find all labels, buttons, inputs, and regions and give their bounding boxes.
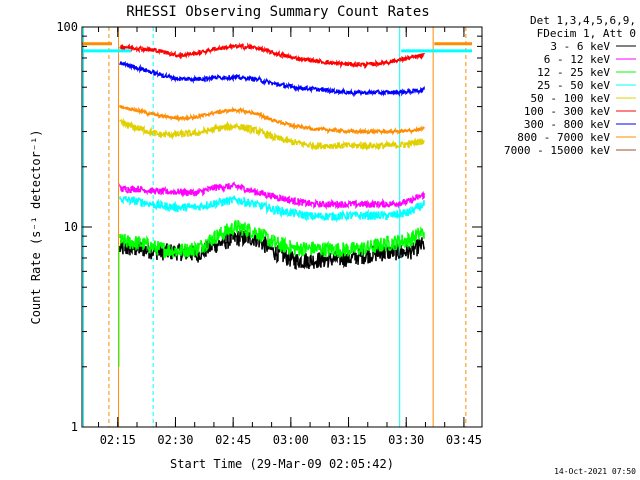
x-tick-label: 03:45: [446, 433, 482, 447]
y-axis-label: Count Rate (s⁻¹ detector⁻¹): [29, 129, 43, 324]
legend-header-line-1: Det 1,3,4,5,6,9,: [530, 14, 636, 27]
legend-label: 50 - 100 keV: [531, 92, 611, 105]
legend-label: 3 - 6 keV: [550, 40, 610, 53]
x-tick-label: 03:00: [273, 433, 309, 447]
legend-header-line-2: FDecim 1, Att 0: [537, 27, 636, 40]
legend-label: 300 - 800 keV: [524, 118, 610, 131]
chart-title: RHESSI Observing Summary Count Rates: [126, 4, 429, 20]
legend-label: 100 - 300 keV: [524, 105, 610, 118]
legend-label: 12 - 25 keV: [537, 66, 610, 79]
y-tick-label: 10: [64, 220, 78, 234]
legend: Det 1,3,4,5,6,9, FDecim 1, Att 0 3 - 6 k…: [504, 14, 636, 157]
series-trace-12-25-kev: [119, 219, 425, 259]
legend-label: 7000 - 15000 keV: [504, 144, 610, 157]
series-trace-6-12-kev: [119, 181, 425, 210]
axes: 1 10 100 02:15 02:30 02:45 03:00 03:15 03:30 03:4…: [56, 20, 483, 447]
series-trace-50-100-kev: [119, 117, 425, 151]
x-tick-label: 02:45: [215, 433, 251, 447]
y-tick-label: 100: [56, 20, 78, 34]
series-trace-300-800-kev: [119, 60, 425, 98]
legend-label: 800 - 7000 keV: [517, 131, 610, 144]
x-tick-label: 03:15: [330, 433, 366, 447]
series-trace-800-7000-kev: [119, 105, 425, 136]
plot-area: [82, 27, 472, 427]
plot-frame: [81, 26, 483, 428]
series-trace-25-50-kev: [119, 195, 425, 223]
x-tick-label: 02:30: [157, 433, 193, 447]
x-axis-label: Start Time (29-Mar-09 02:05:42): [170, 457, 394, 471]
x-tick-label: 02:15: [100, 433, 136, 447]
legend-label: 25 - 50 keV: [537, 79, 610, 92]
x-tick-label: 03:30: [388, 433, 424, 447]
series-trace-100-300-kev: [119, 42, 425, 70]
y-tick-label: 1: [71, 420, 78, 434]
legend-label: 6 - 12 keV: [544, 53, 611, 66]
footer-timestamp: 14-Oct-2021 07:50: [554, 467, 636, 476]
